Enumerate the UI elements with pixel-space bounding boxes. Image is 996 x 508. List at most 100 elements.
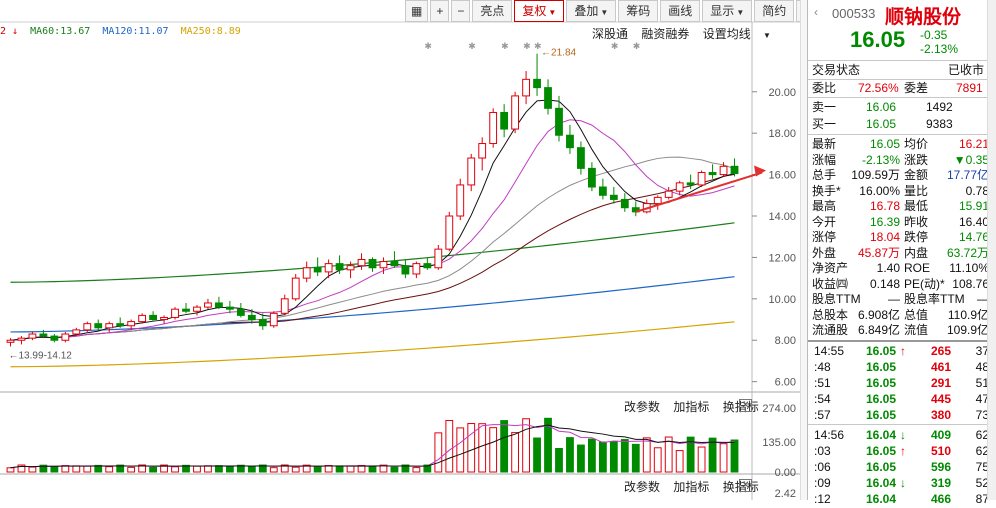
volume-bar <box>620 439 629 473</box>
add-indicator-button[interactable]: 加指标 <box>673 400 710 414</box>
draw-line-button[interactable]: 画线 <box>660 0 701 22</box>
collapse-icon[interactable]: ‹ <box>814 5 818 19</box>
tick-count: 73 <box>975 408 989 422</box>
candle-body <box>236 308 245 316</box>
stat-row: 总股本 6.908亿 总值 110.9亿 <box>808 307 996 324</box>
price-axis-label: 16.00 <box>768 170 796 182</box>
stat-value: 14.76 <box>958 230 989 244</box>
tick-time: 14:55 <box>814 344 845 358</box>
zoom-in-button[interactable]: + <box>430 0 450 22</box>
tick-row: :48 16.05 461 48 <box>808 359 996 376</box>
stat-label: 流通股 <box>812 323 849 337</box>
candle-body <box>423 263 432 269</box>
tick-row: :03 16.05 ↑ 510 62 <box>808 443 996 460</box>
tick-row: 14:55 16.05 ↑ 265 37 <box>808 343 996 360</box>
weibi-value: 72.56% <box>858 81 899 95</box>
candle-body <box>72 329 81 335</box>
stat-label: 股息TTM <box>812 292 861 306</box>
change-params-button-2[interactable]: 改参数 <box>624 480 661 494</box>
stat-row: 涨停 18.04 跌停 14.76 <box>808 229 996 246</box>
price-axis-label: 12.00 <box>768 252 796 264</box>
overlay-button[interactable]: 叠加 ▼ <box>566 0 617 22</box>
candle-body <box>697 172 706 186</box>
sell1-price: 16.06 <box>866 100 897 114</box>
stat-label: 总值 <box>904 307 929 322</box>
switch-indicator-button[interactable]: 换指标 <box>722 400 759 414</box>
candle-body <box>324 263 333 273</box>
panel-divider[interactable] <box>800 0 808 500</box>
candle-body <box>127 321 136 327</box>
tick-volume: 596 <box>930 460 951 474</box>
stat-label: 涨跌 <box>904 152 929 167</box>
zoom-out-button[interactable]: − <box>451 0 471 22</box>
change-params-button[interactable]: 改参数 <box>624 400 661 414</box>
event-marker-icon: ✱ <box>633 41 641 51</box>
candle-body <box>664 190 673 198</box>
sell1-row[interactable]: 卖一 16.06 1492 <box>808 99 996 116</box>
stat-label: PE(动)* <box>904 276 945 291</box>
current-price: 16.05 <box>850 27 906 52</box>
stat-value: 63.72万 <box>946 245 989 260</box>
display-button[interactable]: 显示 ▼ <box>702 0 753 22</box>
candle-body <box>17 337 26 341</box>
ma250-line <box>10 321 735 368</box>
buy1-row[interactable]: 买一 16.05 9383 <box>808 116 996 133</box>
volume-bar <box>675 450 684 473</box>
tick-price: 16.05 <box>866 360 897 374</box>
stat-row: 今开 16.39 昨收 16.40 <box>808 214 996 231</box>
stat-row: 总手 109.59万 金额 17.77亿 <box>808 167 996 184</box>
price-change-pct: -2.13% <box>920 42 959 56</box>
tick-arrow: ↓ <box>900 428 906 442</box>
candle-body <box>225 306 234 310</box>
divider <box>808 60 996 61</box>
stat-label: 总手 <box>812 168 837 182</box>
switch-indicator-button-2[interactable]: 换指标 <box>722 480 759 494</box>
stat-label: 金额 <box>904 168 929 182</box>
stat-row: 最高 16.78 最低 15.91 <box>808 198 996 215</box>
volume-axis-label: 0.00 <box>775 467 796 479</box>
scrollbar[interactable] <box>987 0 996 500</box>
close-volume-panel-icon[interactable]: ✕ <box>739 399 752 412</box>
stat-label: 最新 <box>812 137 837 151</box>
stat-value: 108.76 <box>952 276 989 291</box>
buy1-volume: 9383 <box>926 117 953 131</box>
stat-label: 净资产 <box>812 261 849 275</box>
margin-trading-button[interactable]: 融资融券 <box>641 27 690 41</box>
divider <box>808 424 996 425</box>
ma-settings-button[interactable]: 设置均线 ▼ <box>703 27 781 41</box>
volume-bar <box>653 447 662 473</box>
close-bottom-panel-icon[interactable]: ✕ <box>739 479 752 492</box>
event-marker-icon: ✱ <box>468 41 476 51</box>
simple-button[interactable]: 简约 <box>754 0 795 22</box>
candle-body <box>280 298 289 314</box>
volume-bar <box>544 417 552 473</box>
chips-button[interactable]: 筹码 <box>618 0 659 22</box>
hk-connect-button[interactable]: 深股通 <box>592 27 629 41</box>
divider <box>808 79 996 80</box>
adjust-button[interactable]: 复权 ▼ <box>514 0 565 22</box>
stat-label: 量比 <box>904 183 929 198</box>
volume-bar <box>412 467 421 473</box>
candle-body <box>94 323 103 329</box>
tick-count: 52 <box>975 476 989 490</box>
stat-label: 涨停 <box>812 230 837 244</box>
kline-chart[interactable]: 20.00 18.00 16.00 14.00 12.00 10.00 8.00 6.00 27… <box>0 0 800 500</box>
candle-body <box>269 312 278 327</box>
add-indicator-button-2[interactable]: 加指标 <box>673 480 710 494</box>
tick-volume: 291 <box>930 376 951 390</box>
price-axis-label: 18.00 <box>768 128 796 140</box>
highlight-button[interactable]: 亮点 <box>472 0 513 22</box>
stat-label: 流值 <box>904 323 929 337</box>
tick-price: 16.05 <box>866 460 897 474</box>
calendar-button[interactable]: ▦ <box>405 0 429 22</box>
display-label: 显示 <box>710 4 735 18</box>
stat-value: ▼0.35 <box>953 152 989 167</box>
divider <box>808 97 996 98</box>
candle-body <box>6 339 15 343</box>
stat-label: 均价 <box>904 137 929 151</box>
candle-body <box>182 308 190 312</box>
stat-value: 110.9亿 <box>947 307 989 322</box>
candle-body <box>522 78 530 97</box>
weicha-value: 7891 <box>956 81 983 95</box>
volume-bar <box>247 466 256 473</box>
